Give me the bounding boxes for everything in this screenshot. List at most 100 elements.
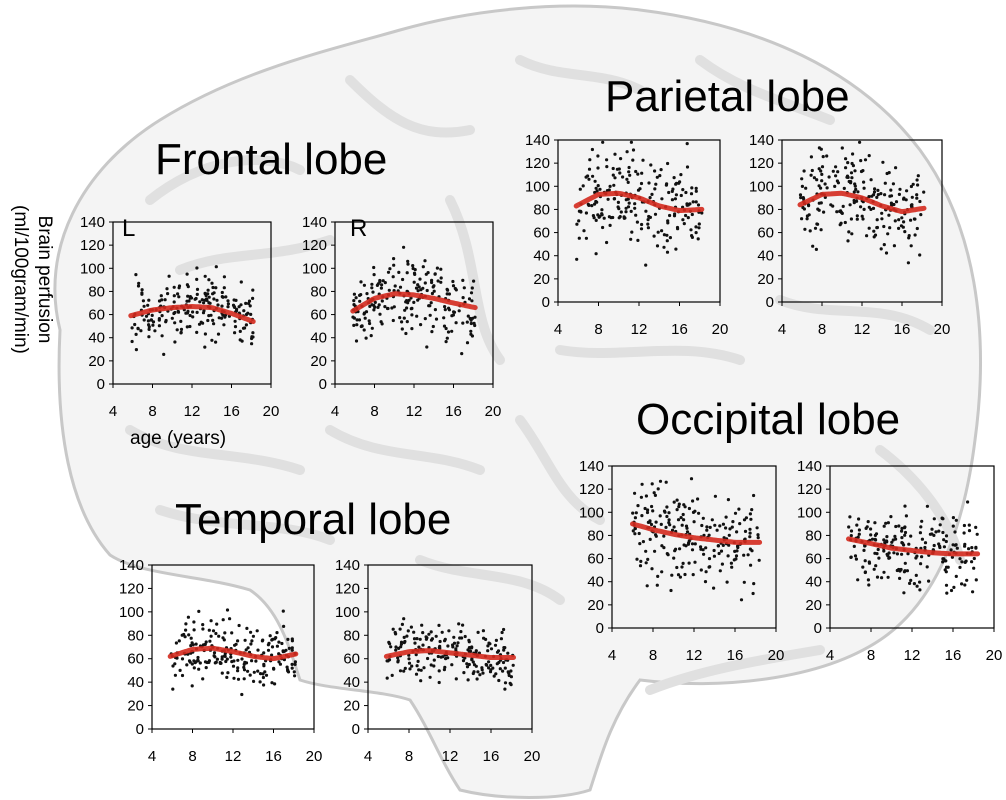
x-tick-label: 8: [867, 647, 875, 664]
data-point: [752, 582, 756, 586]
x-tick-label: 16: [483, 748, 500, 765]
data-point: [144, 314, 149, 318]
data-point: [584, 236, 589, 240]
data-point: [217, 316, 221, 320]
y-tick-label: 60: [533, 225, 550, 242]
data-point: [214, 286, 218, 290]
data-point: [680, 523, 684, 527]
data-point: [856, 578, 860, 582]
y-tick-label: 80: [343, 627, 360, 644]
data-point: [834, 165, 838, 169]
data-point: [417, 285, 421, 289]
data-point: [819, 186, 823, 190]
data-point: [640, 514, 644, 518]
data-point: [938, 545, 942, 550]
data-point: [226, 302, 230, 306]
data-point: [376, 305, 380, 309]
data-point: [372, 273, 376, 277]
data-point: [397, 270, 401, 274]
data-point: [621, 175, 625, 179]
data-point: [358, 293, 362, 297]
data-point: [243, 660, 247, 665]
data-point: [204, 640, 208, 644]
data-point: [690, 235, 695, 239]
data-point: [502, 627, 506, 632]
data-point: [590, 147, 595, 152]
data-point: [672, 556, 676, 560]
data-point: [627, 170, 631, 174]
data-point: [852, 544, 856, 549]
data-point: [195, 277, 199, 281]
data-point: [192, 659, 196, 663]
y-tick-label: 140: [797, 458, 822, 475]
data-point: [248, 673, 252, 677]
data-point: [380, 322, 384, 326]
data-point: [881, 160, 885, 164]
data-point: [248, 304, 252, 308]
x-tick-label: 8: [594, 321, 602, 338]
data-point: [685, 142, 689, 146]
fit-line: [846, 536, 981, 557]
y-tick-label: 40: [343, 674, 360, 691]
parietal-lobe-title: Parietal lobe: [605, 72, 850, 121]
data-point: [381, 279, 385, 283]
data-point: [226, 299, 230, 303]
data-point: [160, 334, 164, 338]
y-tick-label: 120: [119, 580, 144, 597]
data-point: [639, 181, 644, 186]
data-point: [461, 659, 466, 663]
data-point: [693, 542, 697, 546]
data-point: [293, 660, 297, 664]
data-point: [209, 634, 213, 638]
data-point: [358, 299, 362, 303]
data-point: [889, 201, 894, 205]
data-point: [655, 583, 659, 587]
data-point: [894, 524, 898, 529]
data-point: [953, 530, 957, 534]
data-point: [627, 165, 631, 170]
data-point: [658, 514, 662, 518]
data-point: [911, 182, 915, 186]
data-point: [910, 195, 914, 199]
data-point: [494, 672, 498, 676]
data-point: [729, 561, 734, 565]
data-point: [247, 299, 252, 303]
data-point: [268, 634, 272, 638]
data-point: [730, 565, 734, 569]
data-point: [415, 314, 419, 318]
data-point: [884, 251, 889, 255]
fit-line: [167, 645, 299, 662]
data-point: [879, 192, 883, 196]
data-point: [184, 628, 188, 632]
data-point: [673, 197, 678, 201]
y-tick-label: 20: [310, 353, 327, 370]
data-point: [702, 552, 706, 556]
data-point: [866, 578, 871, 582]
data-point: [690, 542, 695, 546]
data-point: [419, 323, 423, 327]
data-point: [653, 212, 658, 216]
data-point: [886, 554, 890, 558]
data-point: [608, 223, 612, 227]
data-point: [251, 634, 255, 638]
data-point: [862, 186, 866, 190]
data-point: [351, 315, 355, 319]
data-point: [892, 202, 896, 207]
data-point: [622, 216, 626, 220]
data-point: [469, 291, 474, 295]
data-point: [211, 629, 216, 633]
data-point: [840, 211, 844, 215]
data-point: [467, 297, 472, 301]
data-point: [467, 638, 471, 642]
data-point: [461, 278, 465, 282]
data-point: [178, 668, 182, 673]
data-point: [649, 522, 654, 527]
data-point: [443, 305, 447, 309]
data-point: [734, 554, 739, 558]
x-tick-label: 4: [148, 748, 156, 765]
data-point: [646, 222, 650, 226]
data-point: [163, 298, 167, 302]
data-point: [147, 327, 151, 331]
data-point: [189, 296, 194, 300]
data-point: [812, 176, 817, 180]
